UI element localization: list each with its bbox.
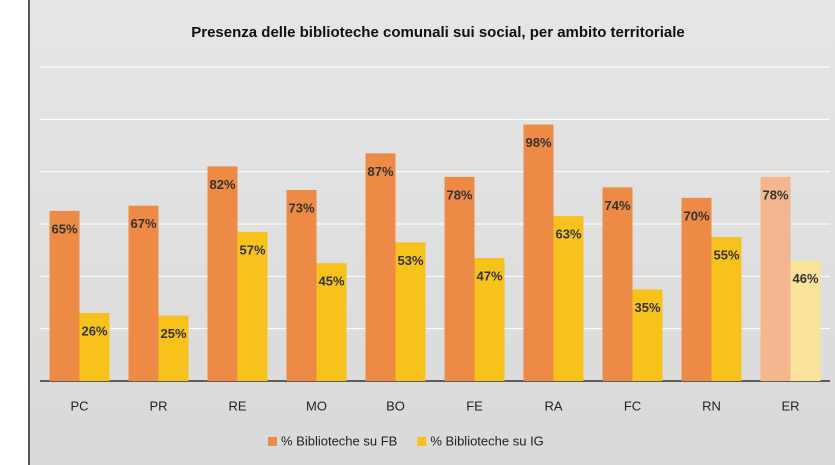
bar bbox=[286, 189, 317, 381]
data-label: 74% bbox=[604, 198, 630, 213]
data-label: 87% bbox=[367, 164, 393, 179]
bar bbox=[790, 260, 821, 381]
data-label: 26% bbox=[81, 323, 107, 338]
data-label: 47% bbox=[476, 268, 502, 283]
bar bbox=[49, 210, 80, 381]
data-label: 55% bbox=[713, 248, 739, 263]
bar bbox=[237, 231, 268, 381]
legend-swatch bbox=[417, 437, 427, 446]
bar bbox=[474, 258, 505, 381]
data-label: 98% bbox=[525, 135, 551, 150]
data-label: 25% bbox=[160, 326, 186, 341]
x-tick-label: ER bbox=[781, 398, 799, 413]
x-tick-label: FC bbox=[624, 398, 641, 413]
x-tick-label: RE bbox=[228, 398, 246, 413]
x-tick-label: PR bbox=[149, 398, 167, 413]
bar bbox=[207, 166, 238, 381]
bar bbox=[681, 197, 712, 381]
data-label: 82% bbox=[209, 177, 235, 192]
data-label: 78% bbox=[446, 187, 472, 202]
bar bbox=[79, 312, 110, 381]
x-tick-label: MO bbox=[306, 398, 327, 413]
legend-swatch bbox=[268, 437, 277, 446]
bar bbox=[632, 289, 663, 381]
data-label: 70% bbox=[683, 208, 709, 223]
bar bbox=[158, 315, 189, 381]
bar bbox=[602, 187, 633, 381]
bar bbox=[128, 205, 159, 381]
bar bbox=[760, 176, 791, 381]
data-label: 46% bbox=[792, 271, 818, 286]
data-label: 57% bbox=[239, 242, 265, 257]
margin bbox=[0, 0, 28, 465]
data-label: 45% bbox=[318, 274, 344, 289]
bar bbox=[553, 216, 584, 381]
legend-label: % Biblioteche su FB bbox=[281, 433, 397, 448]
x-tick-label: FE bbox=[466, 398, 483, 413]
data-label: 35% bbox=[634, 300, 660, 315]
data-label: 67% bbox=[130, 216, 156, 231]
bar bbox=[365, 153, 396, 381]
data-label: 78% bbox=[762, 187, 788, 202]
bar bbox=[711, 237, 742, 381]
data-label: 53% bbox=[397, 253, 423, 268]
bar bbox=[523, 124, 554, 382]
bar bbox=[395, 242, 426, 381]
x-tick-label: PC bbox=[70, 398, 88, 413]
x-tick-label: BO bbox=[386, 398, 405, 413]
bar bbox=[444, 176, 475, 381]
data-label: 63% bbox=[555, 227, 581, 242]
x-tick-label: RA bbox=[544, 398, 562, 413]
data-label: 65% bbox=[51, 221, 77, 236]
bar bbox=[316, 263, 347, 381]
data-label: 73% bbox=[288, 200, 314, 215]
chart-title: Presenza delle biblioteche comunali sui … bbox=[191, 24, 684, 41]
legend-label: % Biblioteche su IG bbox=[430, 433, 543, 448]
x-tick-label: RN bbox=[702, 398, 721, 413]
